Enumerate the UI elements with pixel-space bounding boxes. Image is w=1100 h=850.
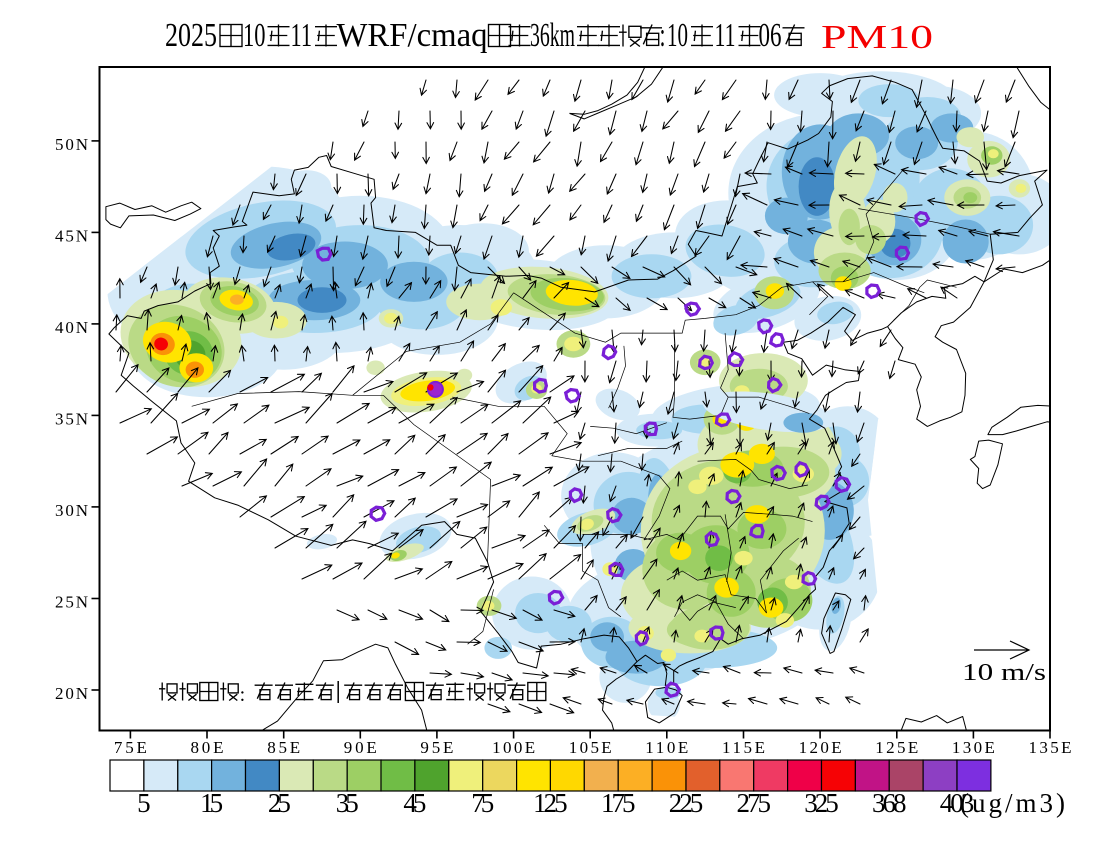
svg-text:10: 10: [667, 17, 688, 54]
svg-text:25: 25: [268, 788, 291, 818]
svg-text:90E: 90E: [344, 738, 377, 757]
svg-text:325: 325: [804, 788, 839, 818]
svg-text:PM10: PM10: [821, 19, 933, 56]
svg-text:11: 11: [291, 17, 313, 54]
svg-text:11: 11: [715, 17, 736, 54]
svg-text:175: 175: [601, 788, 636, 818]
svg-text:5: 5: [137, 788, 151, 818]
svg-text:125E: 125E: [875, 738, 918, 757]
svg-text:45N: 45N: [55, 226, 88, 245]
svg-text:75E: 75E: [114, 738, 147, 757]
svg-text:135E: 135E: [1029, 738, 1072, 757]
svg-text:06: 06: [759, 17, 782, 54]
svg-text:125: 125: [533, 788, 568, 818]
svg-text:20N: 20N: [55, 684, 88, 703]
svg-text::: :: [240, 684, 246, 706]
svg-text:110E: 110E: [645, 738, 688, 757]
svg-text:40N: 40N: [55, 318, 88, 337]
svg-text:130E: 130E: [952, 738, 995, 757]
svg-text:10: 10: [243, 17, 266, 54]
svg-text:115E: 115E: [722, 738, 765, 757]
svg-text:50N: 50N: [55, 135, 88, 154]
svg-text:225: 225: [669, 788, 704, 818]
svg-text:75: 75: [471, 788, 494, 818]
svg-text:36km: 36km: [530, 17, 575, 54]
svg-text:2025: 2025: [165, 17, 217, 54]
svg-text:368: 368: [872, 788, 907, 818]
svg-text:10 m/s: 10 m/s: [962, 660, 1046, 686]
svg-text:80E: 80E: [191, 738, 224, 757]
svg-text:25N: 25N: [55, 593, 88, 612]
svg-text:30N: 30N: [55, 501, 88, 520]
svg-text:100E: 100E: [492, 738, 535, 757]
svg-text:35N: 35N: [55, 409, 88, 428]
svg-text:403: 403: [940, 788, 975, 818]
svg-text:85E: 85E: [267, 738, 300, 757]
svg-text:105E: 105E: [569, 738, 612, 757]
svg-text:95E: 95E: [420, 738, 453, 757]
svg-text:120E: 120E: [799, 738, 842, 757]
svg-text::: :: [660, 17, 666, 54]
svg-text:275: 275: [736, 788, 771, 818]
svg-text:15: 15: [200, 788, 223, 818]
svg-text:35: 35: [336, 788, 359, 818]
svg-text:45: 45: [403, 788, 426, 818]
svg-text:WRF/cmaq: WRF/cmaq: [337, 17, 488, 54]
